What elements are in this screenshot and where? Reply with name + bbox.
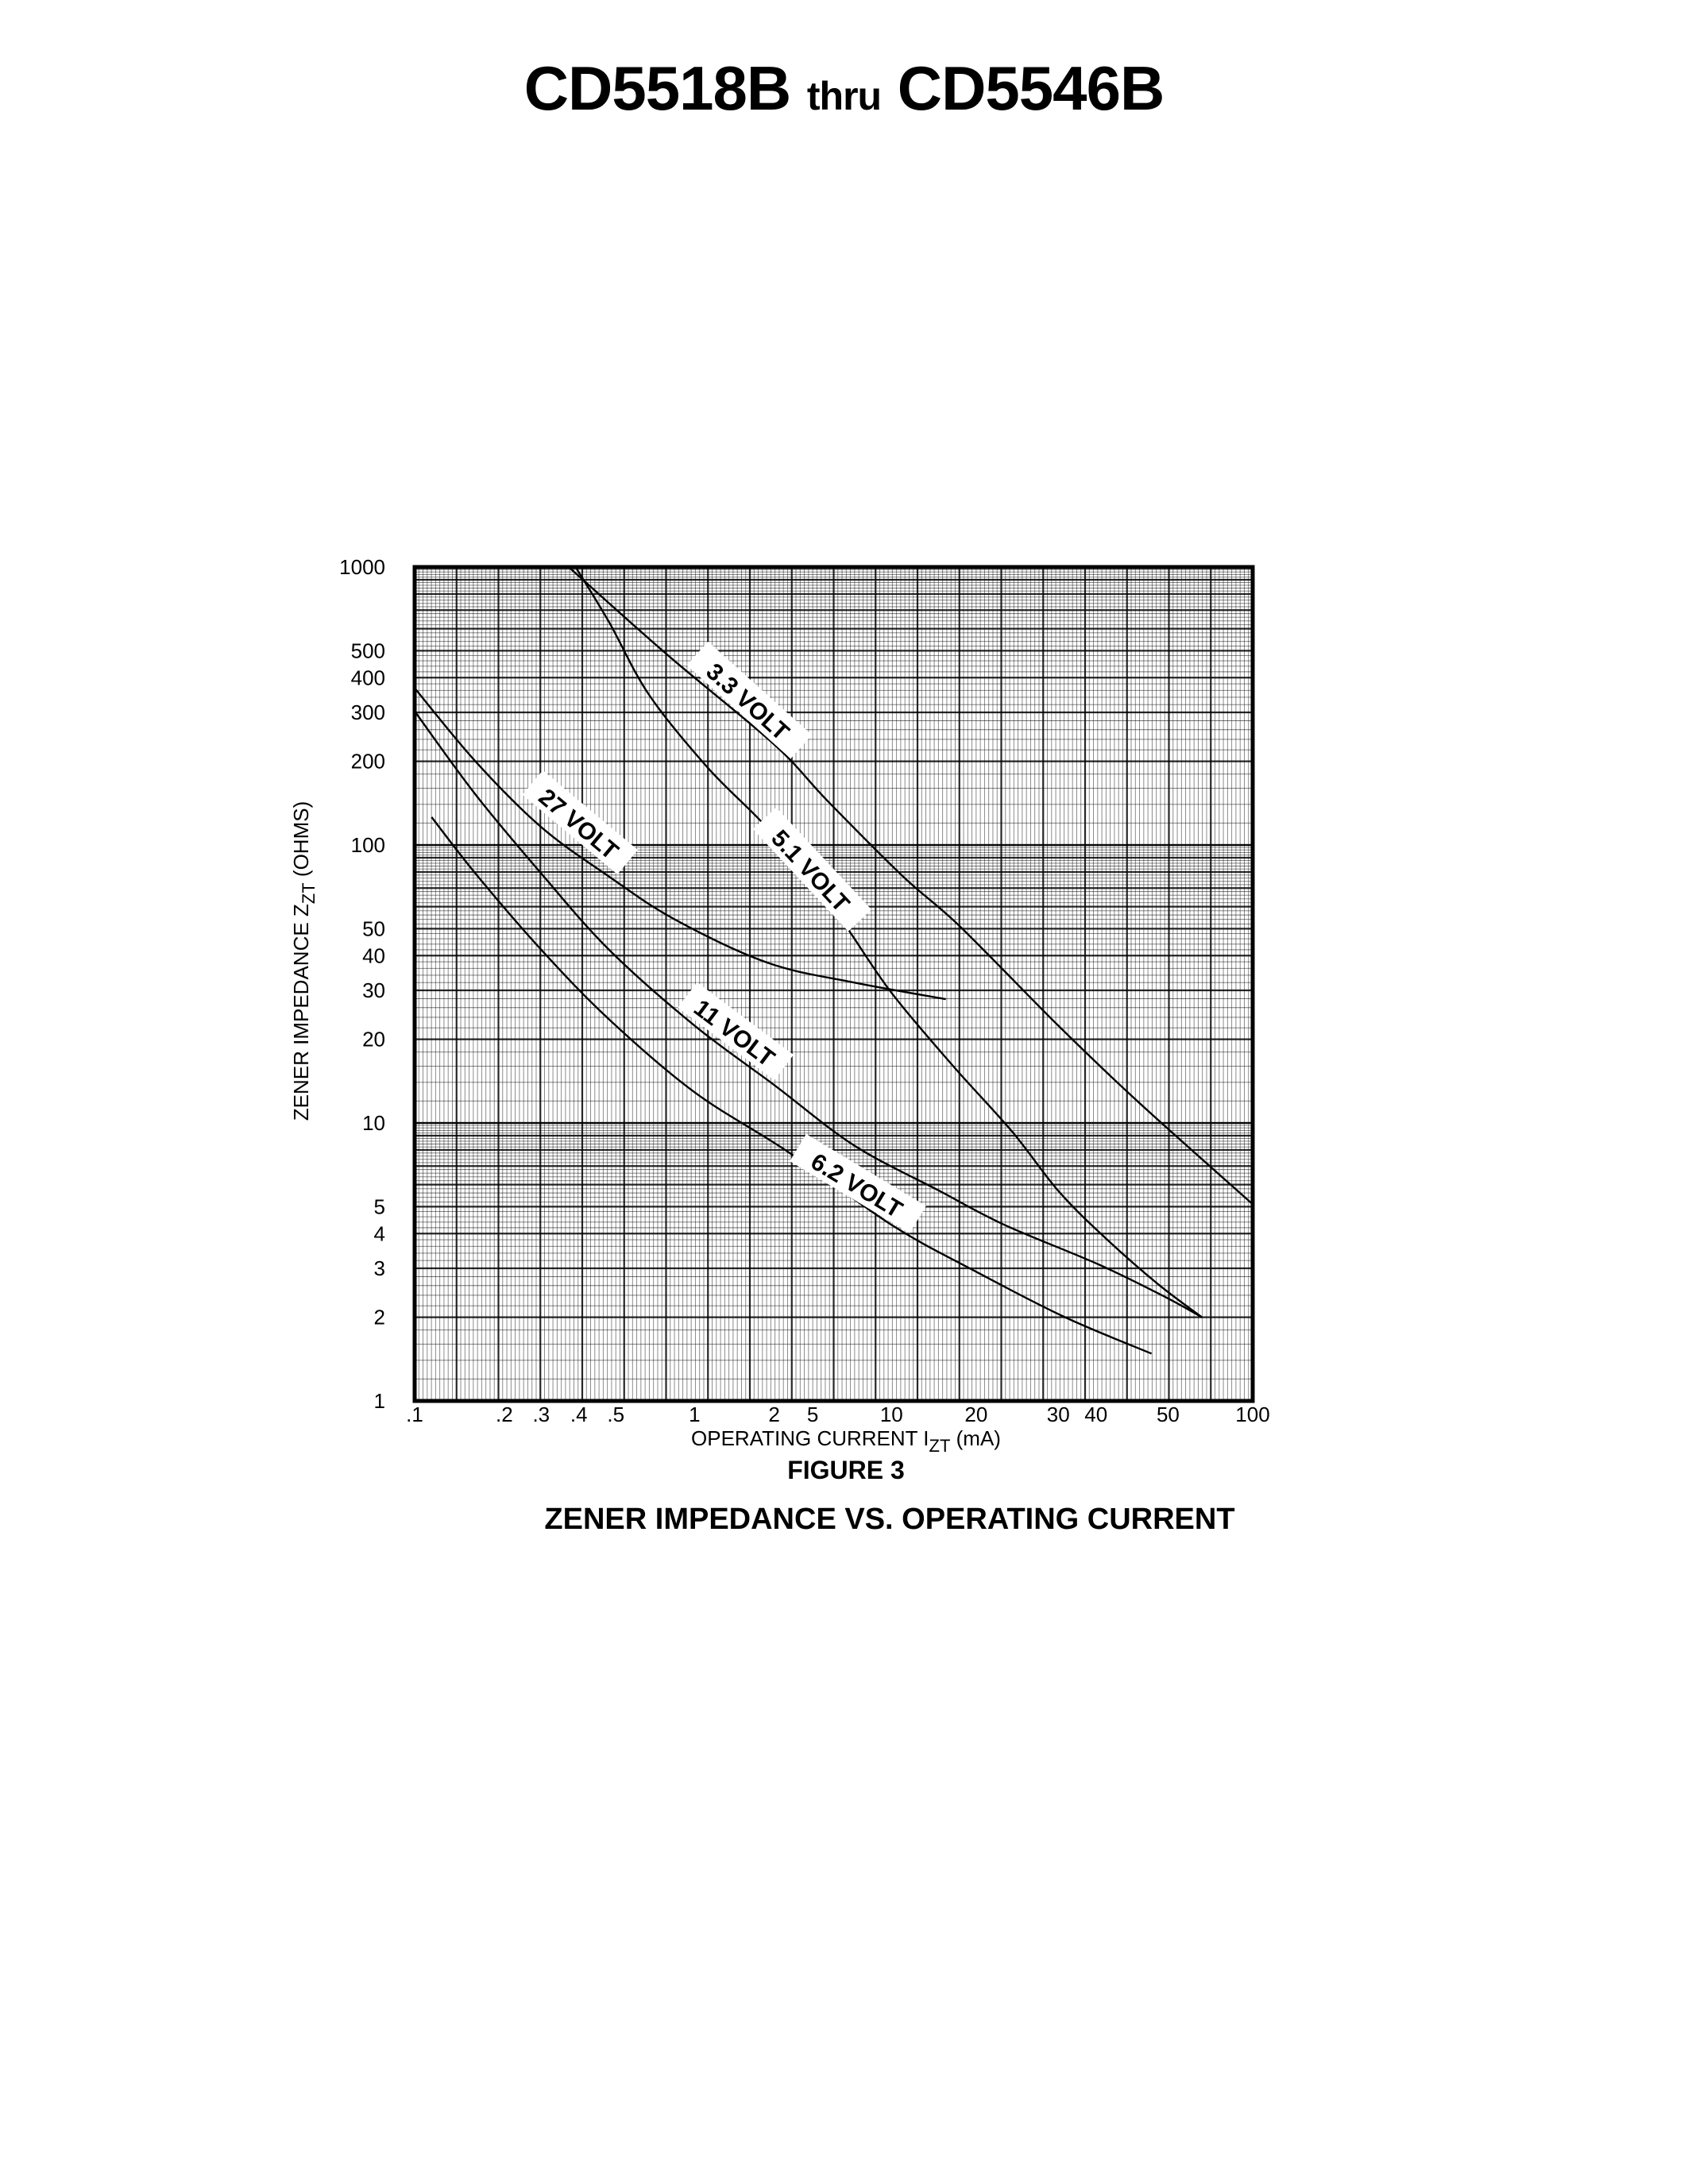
y-tick-label: 300 — [351, 700, 385, 724]
x-tick-label: 100 — [1235, 1403, 1269, 1426]
y-tick-label: 200 — [351, 750, 385, 774]
x-tick-labels: .1 .2 .3 .4 .5 1 2 5 10 20 30 40 50 100 — [406, 1403, 1270, 1426]
y-tick-label: 1000 — [339, 555, 385, 579]
y-tick-label: 1 — [374, 1389, 385, 1413]
grid — [413, 565, 1254, 1403]
x-tick-label: .3 — [532, 1403, 550, 1426]
chart-title: ZENER IMPEDANCE VS. OPERATING CURRENT — [544, 1503, 1234, 1536]
curves — [414, 566, 1253, 1355]
part-to: CD5546B — [897, 53, 1165, 123]
x-tick-label: .2 — [496, 1403, 513, 1426]
x-tick-label: 5 — [807, 1403, 818, 1426]
thru-text: thru — [806, 74, 882, 118]
curve-3-3-volt — [568, 566, 1253, 1206]
y-tick-label: 3 — [374, 1256, 385, 1280]
y-tick-label: 30 — [362, 978, 385, 1002]
x-tick-label: 50 — [1157, 1403, 1180, 1426]
x-tick-label: 30 — [1047, 1403, 1070, 1426]
y-tick-label: 2 — [374, 1306, 385, 1329]
y-tick-label: 20 — [362, 1028, 385, 1051]
x-tick-label: .4 — [570, 1403, 588, 1426]
y-tick-label: 40 — [362, 943, 385, 967]
curve-27-volt — [414, 687, 946, 1001]
y-tick-label: 400 — [351, 666, 385, 689]
y-tick-label: 500 — [351, 639, 385, 662]
x-tick-label: 40 — [1084, 1403, 1107, 1426]
y-tick-label: 100 — [351, 833, 385, 857]
y-tick-label: 5 — [374, 1194, 385, 1218]
part-from: CD5518B — [523, 53, 792, 123]
plot-frame — [412, 565, 1255, 1403]
x-axis-title: OPERATING CURRENT IZT (mA) — [691, 1426, 1001, 1456]
curve-6-2-volt — [431, 816, 1153, 1355]
x-tick-label: 20 — [964, 1403, 987, 1426]
x-tick-label: .5 — [607, 1403, 624, 1426]
x-tick-label: .1 — [406, 1403, 423, 1426]
y-tick-label: 50 — [362, 916, 385, 940]
x-tick-label: 1 — [689, 1403, 700, 1426]
x-tick-label: 10 — [880, 1403, 903, 1426]
y-tick-label: 4 — [374, 1221, 385, 1245]
y-tick-label: 10 — [362, 1111, 385, 1135]
document-title: CD5518B thru CD5546B — [0, 52, 1688, 125]
y-axis-title: ZENER IMPEDANCE ZZT (OHMS) — [289, 801, 319, 1121]
figure-label: FIGURE 3 — [787, 1456, 905, 1484]
curve-11-volt — [414, 710, 1203, 1318]
y-tick-labels: 1000 500 400 300 200 100 50 40 30 20 10 5 4 3 2 1 — [339, 555, 385, 1413]
curve-5-1-volt — [574, 566, 1203, 1318]
svg-text:11 VOLT: 11 VOLT — [689, 995, 779, 1072]
x-tick-label: 2 — [768, 1403, 779, 1426]
